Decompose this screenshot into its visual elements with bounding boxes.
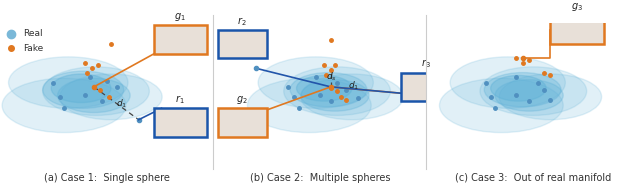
Ellipse shape [8, 57, 128, 108]
Ellipse shape [491, 75, 546, 101]
Text: $g_3$: $g_3$ [571, 1, 583, 13]
Ellipse shape [296, 75, 352, 101]
FancyBboxPatch shape [154, 25, 207, 54]
Text: $r_3$: $r_3$ [420, 58, 431, 70]
Ellipse shape [43, 67, 149, 115]
Ellipse shape [248, 78, 371, 133]
Ellipse shape [284, 67, 390, 115]
FancyBboxPatch shape [550, 15, 604, 44]
Ellipse shape [301, 80, 369, 111]
Text: $g_2$: $g_2$ [236, 94, 248, 106]
FancyBboxPatch shape [218, 30, 267, 58]
Ellipse shape [51, 74, 111, 103]
Text: $r_1$: $r_1$ [175, 93, 185, 106]
Text: $g_1$: $g_1$ [174, 11, 186, 23]
FancyBboxPatch shape [401, 73, 450, 101]
Text: $d_1$: $d_1$ [116, 97, 127, 110]
Ellipse shape [290, 73, 367, 107]
Ellipse shape [450, 57, 565, 108]
Ellipse shape [301, 74, 403, 120]
Text: (b) Case 2:  Multiple spheres: (b) Case 2: Multiple spheres [250, 173, 390, 183]
Ellipse shape [2, 78, 126, 133]
Text: $d_s$: $d_s$ [326, 71, 337, 83]
Text: (c) Case 3:  Out of real manifold: (c) Case 3: Out of real manifold [455, 173, 611, 183]
FancyBboxPatch shape [218, 108, 267, 137]
Ellipse shape [43, 71, 124, 108]
FancyBboxPatch shape [154, 108, 207, 137]
Ellipse shape [60, 74, 162, 120]
Text: $d_1$: $d_1$ [348, 79, 359, 92]
Ellipse shape [499, 74, 602, 120]
Text: Fake: Fake [24, 44, 44, 53]
Text: Real: Real [24, 30, 43, 39]
Ellipse shape [440, 78, 563, 133]
Ellipse shape [480, 67, 587, 115]
Ellipse shape [58, 78, 130, 113]
Ellipse shape [258, 57, 373, 108]
Text: $r_2$: $r_2$ [237, 15, 247, 28]
Ellipse shape [484, 73, 561, 107]
Text: (a) Case 1:  Single sphere: (a) Case 1: Single sphere [44, 173, 170, 183]
Ellipse shape [495, 80, 563, 111]
